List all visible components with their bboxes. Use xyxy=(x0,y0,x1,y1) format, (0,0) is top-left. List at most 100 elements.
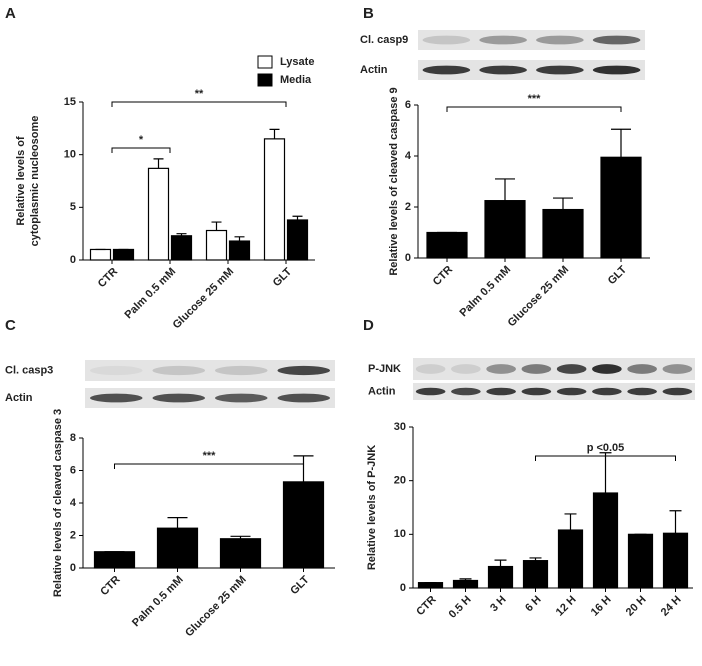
error-bar xyxy=(564,513,577,531)
blot-label: Actin xyxy=(360,64,388,76)
blot-band xyxy=(521,364,552,374)
blot-strip xyxy=(413,358,695,380)
blot-band xyxy=(627,364,657,374)
bar xyxy=(484,200,526,259)
blot-strip xyxy=(418,60,645,80)
bar xyxy=(542,208,584,259)
blot-band xyxy=(662,387,693,396)
blot-band xyxy=(277,365,330,376)
x-tick-label: 0.5 H xyxy=(447,594,474,621)
y-tick-label: 2 xyxy=(405,201,411,213)
bar xyxy=(228,240,251,261)
blot-band xyxy=(627,387,657,396)
blot-band xyxy=(536,65,584,75)
x-tick-label: Palm 0.5 mM xyxy=(130,574,186,630)
panel-letter: B xyxy=(363,5,374,22)
blot-band xyxy=(521,387,552,396)
legend-label: Lysate xyxy=(280,56,314,68)
y-tick-label: 0 xyxy=(400,582,406,594)
significance-label: * xyxy=(139,134,144,146)
blot-band xyxy=(152,393,205,403)
blot-band xyxy=(479,35,527,45)
error-bar xyxy=(669,510,682,534)
y-tick-label: 30 xyxy=(394,421,406,433)
bar xyxy=(156,527,199,569)
bar xyxy=(205,229,228,261)
significance-label: *** xyxy=(528,93,542,105)
bar xyxy=(592,492,619,589)
blot-band xyxy=(152,365,205,376)
significance-label: p <0.05 xyxy=(587,442,625,454)
x-tick-label: 20 H xyxy=(624,594,649,619)
blot-band xyxy=(556,387,587,396)
blot-band xyxy=(592,364,622,374)
x-tick-label: 16 H xyxy=(589,594,614,619)
bar xyxy=(89,248,112,261)
error-bar xyxy=(211,221,222,231)
y-tick-label: 6 xyxy=(405,99,411,111)
bar xyxy=(522,560,549,589)
blot-strip xyxy=(85,360,335,381)
x-tick-label: CTR xyxy=(96,266,121,291)
x-tick-label: GLT xyxy=(288,573,312,597)
blot-band xyxy=(479,65,527,75)
blot-label: Actin xyxy=(5,392,33,404)
bar xyxy=(662,532,689,589)
significance-bracket xyxy=(111,147,171,153)
y-axis-label: Relative levels of P-JNK xyxy=(366,445,378,570)
error-bar xyxy=(495,178,515,201)
bar xyxy=(557,529,584,589)
blot-band xyxy=(451,387,481,396)
bar xyxy=(147,167,170,261)
blot-band xyxy=(662,364,693,374)
y-tick-label: 2 xyxy=(70,529,76,541)
y-tick-label: 15 xyxy=(64,96,76,108)
panel-letter: D xyxy=(363,317,374,334)
error-bar xyxy=(611,128,631,158)
x-tick-label: Glucose 25 mM xyxy=(171,266,237,332)
x-tick-label: GLT xyxy=(606,263,630,287)
error-bar xyxy=(553,197,573,210)
bar xyxy=(263,138,286,261)
error-bar xyxy=(230,535,251,539)
bar xyxy=(600,156,642,259)
significance-bracket xyxy=(111,101,287,107)
blot-band xyxy=(422,35,471,45)
x-tick-label: Glucose 25 mM xyxy=(183,574,249,640)
significance-bracket xyxy=(535,455,676,461)
blot-band xyxy=(415,387,446,396)
x-tick-label: CTR xyxy=(431,264,456,289)
error-bar xyxy=(529,557,542,561)
bar xyxy=(627,533,654,589)
blot-band xyxy=(592,65,641,75)
y-tick-label: 10 xyxy=(64,149,76,161)
legend-swatch xyxy=(257,55,273,69)
y-tick-label: 10 xyxy=(394,528,406,540)
panel-letter: A xyxy=(5,5,16,22)
x-tick-label: 6 H xyxy=(523,594,544,615)
x-tick-label: CTR xyxy=(98,574,123,599)
error-bar xyxy=(234,236,245,242)
blot-band xyxy=(486,387,516,396)
y-tick-label: 20 xyxy=(394,475,406,487)
blot-band xyxy=(536,35,584,45)
x-tick-label: 12 H xyxy=(554,594,579,619)
x-tick-label: Palm 0.5 mM xyxy=(123,266,179,322)
blot-label: Cl. casp9 xyxy=(360,34,408,46)
y-axis-label: cytoplasmic nucleosome xyxy=(29,116,41,247)
x-tick-label: Glucose 25 mM xyxy=(506,264,572,330)
bar xyxy=(426,231,468,259)
bar xyxy=(282,481,325,569)
y-tick-label: 5 xyxy=(70,201,76,213)
blot-band xyxy=(556,364,587,374)
error-bar xyxy=(269,128,280,139)
legend-swatch xyxy=(257,73,273,87)
blot-label: P-JNK xyxy=(368,363,401,375)
blot-band xyxy=(90,393,143,403)
blot-band xyxy=(277,393,330,403)
x-tick-label: 24 H xyxy=(659,594,684,619)
bar xyxy=(286,219,309,261)
y-tick-label: 8 xyxy=(70,432,76,444)
bar xyxy=(112,248,135,261)
